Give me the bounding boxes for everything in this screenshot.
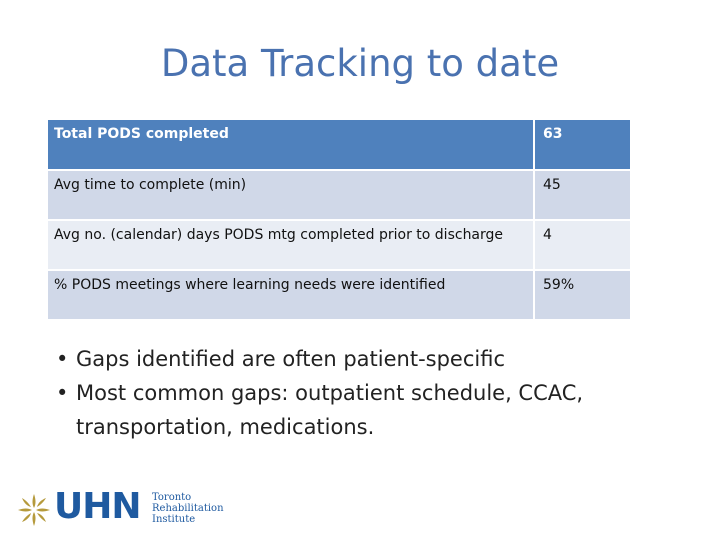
data-tracking-table: Total PODS completed 63 Avg time to comp… (48, 120, 630, 321)
table-cell-value: 4 (534, 220, 630, 271)
table-cell-value: 63 (534, 120, 630, 171)
logo-sub-line: Institute (152, 514, 196, 525)
table-row: Total PODS completed 63 (48, 120, 630, 171)
table-cell-label: Avg no. (calendar) days PODS mtg complet… (48, 220, 535, 271)
bullet-item: Most common gaps: outpatient schedule, C… (56, 376, 656, 444)
table-cell-value: 59% (534, 270, 630, 321)
table-cell-label: Total PODS completed (48, 120, 535, 171)
table-row: % PODS meetings where learning needs wer… (48, 270, 630, 321)
logo-sub-line: Rehabilitation (152, 503, 224, 514)
table-cell-value: 45 (534, 170, 630, 221)
uhn-logo: UHN Toronto Rehabilitation Institute (16, 486, 224, 532)
table-cell-label: Avg time to complete (min) (48, 170, 535, 221)
slide-title: Data Tracking to date (160, 42, 560, 85)
table-row: Avg time to complete (min) 45 (48, 170, 630, 221)
table-cell-label: % PODS meetings where learning needs wer… (48, 270, 535, 321)
table-row: Avg no. (calendar) days PODS mtg complet… (48, 220, 630, 271)
logo-sub-line: Toronto (152, 492, 192, 503)
wheel-emblem-icon (18, 494, 50, 526)
logo-subtitle: Toronto Rehabilitation Institute (152, 492, 224, 525)
bullet-item: Gaps identified are often patient-specif… (56, 342, 656, 376)
bullet-list: Gaps identified are often patient-specif… (56, 342, 656, 444)
logo-wordmark: UHN (54, 486, 141, 527)
